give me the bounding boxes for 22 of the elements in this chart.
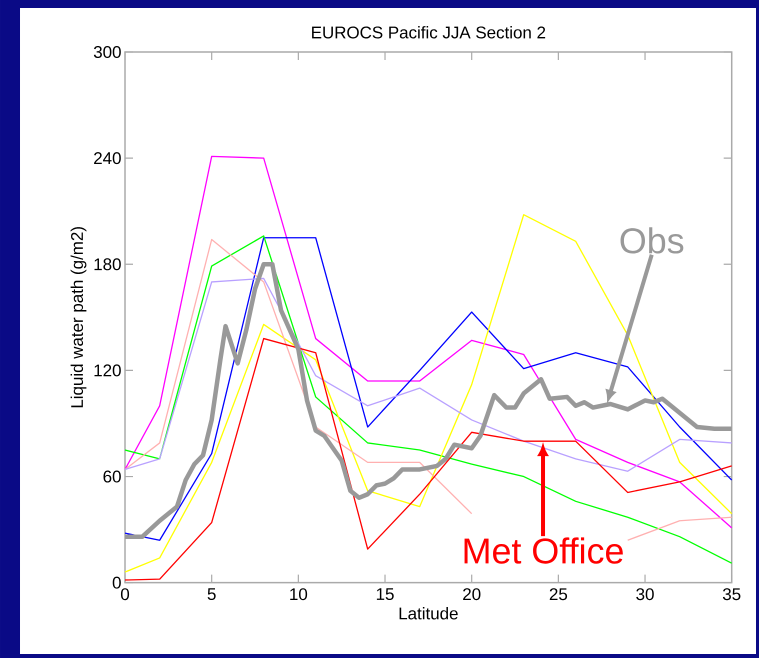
y-axis-title: Liquid water path (g/m2)	[70, 227, 86, 408]
x-tick-label: 20	[463, 588, 480, 600]
y-tick-label: 60	[104, 470, 121, 483]
y-tick-label: 0	[112, 576, 121, 589]
x-tick-label: 15	[376, 588, 394, 600]
y-tick-label: 180	[94, 258, 121, 270]
x-tick-label: 0	[120, 588, 130, 600]
x-tick-label: 5	[208, 588, 216, 600]
y-tick-label: 120	[94, 364, 121, 376]
y-tick-label: 240	[94, 152, 121, 164]
x-tick-label: 10	[290, 588, 308, 600]
line-series	[124, 278, 732, 472]
x-tick-label: 35	[722, 588, 740, 600]
x-tick-label: 25	[550, 588, 568, 600]
x-tick-label: 30	[636, 588, 654, 600]
text: Obs	[620, 227, 684, 254]
chart-title: EUROCS Pacific JJA Section 2	[312, 26, 546, 38]
line-series	[124, 338, 732, 581]
x-axis-title: Latitude	[400, 607, 458, 620]
series-label: Met Office	[464, 537, 623, 564]
line-series	[124, 156, 732, 528]
y-tick-label: 300	[94, 46, 121, 58]
